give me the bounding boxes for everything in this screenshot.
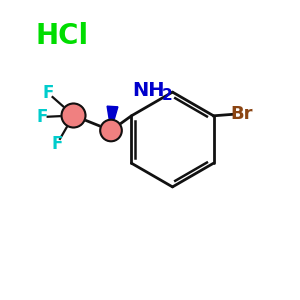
- Text: F: F: [42, 84, 54, 102]
- Text: 2: 2: [162, 88, 173, 103]
- Text: HCl: HCl: [36, 22, 89, 50]
- Polygon shape: [107, 106, 118, 130]
- Circle shape: [61, 103, 85, 127]
- Text: NH: NH: [132, 80, 164, 100]
- Circle shape: [100, 120, 122, 141]
- Text: F: F: [36, 108, 48, 126]
- Text: F: F: [51, 135, 63, 153]
- Text: Br: Br: [231, 105, 253, 123]
